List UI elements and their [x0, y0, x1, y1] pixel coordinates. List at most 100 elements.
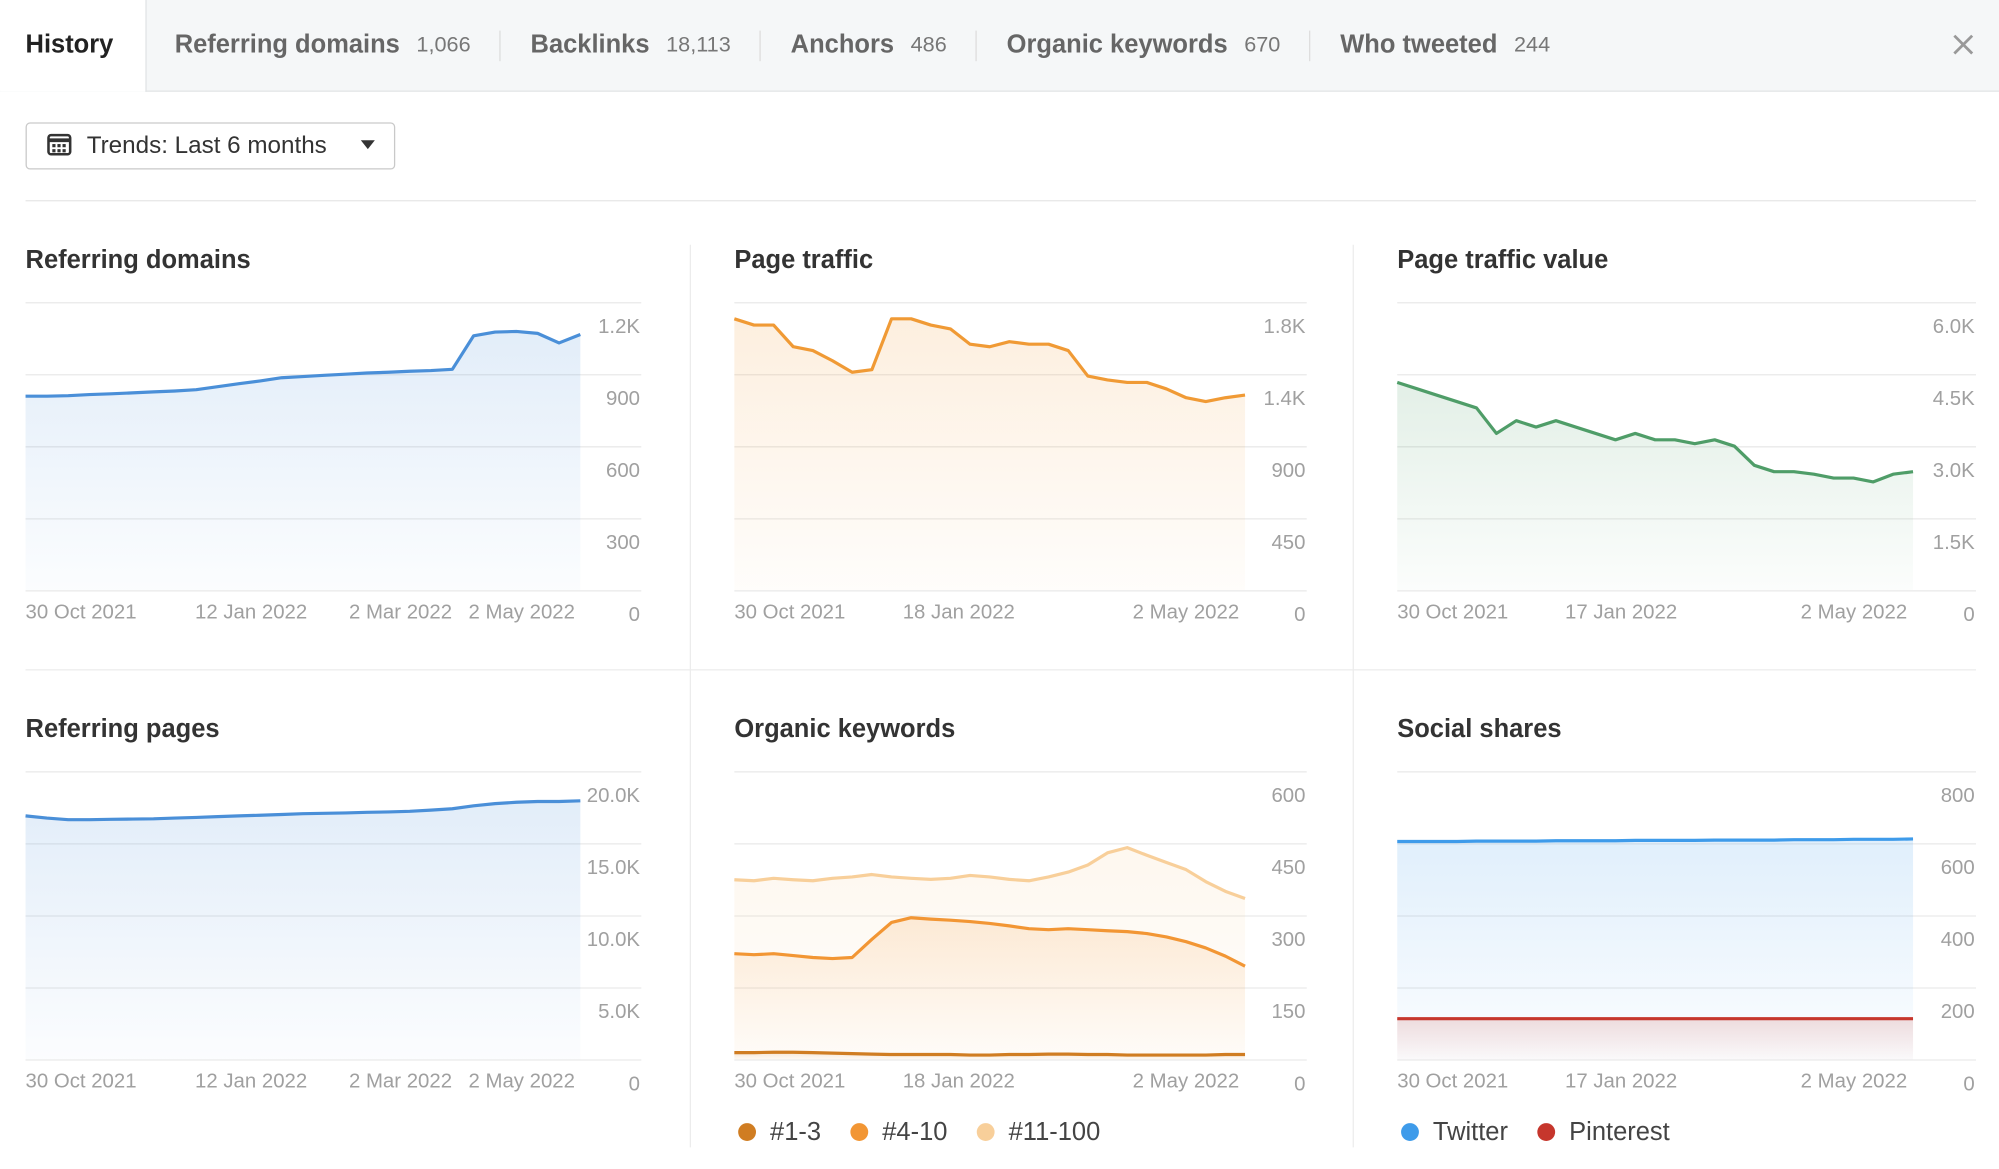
tab-count: 1,066	[416, 32, 470, 57]
y-tick-label: 800	[1941, 785, 1975, 807]
chart-title: Social shares	[1397, 715, 1561, 743]
chart-title: Page traffic value	[1397, 246, 1608, 274]
legend-label[interactable]: #1-3	[770, 1118, 821, 1146]
x-tick-label: 2 May 2022	[469, 1071, 575, 1093]
y-tick-label: 0	[1963, 1073, 1974, 1095]
y-tick-label: 5.0K	[598, 1001, 640, 1023]
x-tick-label: 2 May 2022	[1801, 1071, 1907, 1093]
tab-count: 670	[1244, 32, 1280, 57]
y-tick-label: 4.5K	[1933, 388, 1975, 410]
tab-count: 244	[1514, 32, 1550, 57]
y-tick-label: 600	[1941, 857, 1975, 879]
y-tick-label: 400	[1941, 929, 1975, 951]
y-tick-label: 150	[1271, 1001, 1305, 1023]
legend-swatch	[738, 1123, 757, 1141]
legend-swatch	[1537, 1123, 1556, 1141]
tab-count: 486	[911, 32, 947, 57]
button-frame	[25, 122, 396, 170]
chart-title: Referring domains	[26, 246, 251, 274]
legend-label[interactable]: Pinterest	[1569, 1118, 1670, 1146]
series-line	[734, 916, 1246, 968]
tab-label[interactable]: History	[26, 31, 115, 59]
y-tick-label: 6.0K	[1933, 316, 1975, 338]
tab-label[interactable]: Referring domains	[175, 31, 400, 59]
series-line	[1397, 837, 1914, 844]
tab-label[interactable]: Organic keywords	[1007, 31, 1228, 59]
y-tick-label: 600	[606, 460, 640, 482]
y-tick-label: 900	[606, 388, 640, 410]
filter-button[interactable]: Trends: Last 6 months	[25, 122, 396, 170]
x-tick-label: 30 Oct 2021	[1397, 1071, 1508, 1093]
x-tick-label: 2 May 2022	[1133, 1071, 1239, 1093]
y-tick-label: 20.0K	[587, 785, 641, 807]
y-tick-label: 1.8K	[1264, 316, 1306, 338]
y-tick-label: 300	[1271, 929, 1305, 951]
legend-swatch	[1401, 1123, 1419, 1141]
y-tick-label: 0	[1963, 604, 1974, 626]
legend-label[interactable]: #11-100	[1009, 1118, 1101, 1146]
x-tick-label: 12 Jan 2022	[195, 602, 307, 624]
y-tick-label: 0	[1294, 604, 1305, 626]
y-tick-label: 600	[1271, 785, 1305, 807]
x-tick-label: 2 May 2022	[469, 602, 575, 624]
x-tick-label: 30 Oct 2021	[1397, 602, 1508, 624]
y-tick-label: 3.0K	[1933, 460, 1975, 482]
x-tick-label: 2 May 2022	[1801, 602, 1907, 624]
y-tick-label: 900	[1271, 460, 1305, 482]
y-tick-label: 1.4K	[1264, 388, 1306, 410]
tab-label[interactable]: Backlinks	[531, 31, 650, 59]
area-fill	[734, 917, 1246, 1060]
chart-title: Page traffic	[734, 246, 873, 274]
series-line	[734, 846, 1246, 900]
x-tick-label: 18 Jan 2022	[903, 602, 1015, 624]
x-tick-label: 12 Jan 2022	[195, 1071, 307, 1093]
x-tick-label: 17 Jan 2022	[1565, 1071, 1677, 1093]
x-tick-label: 30 Oct 2021	[26, 1071, 137, 1093]
y-tick-label: 1.2K	[598, 316, 640, 338]
calendar-icon	[62, 144, 66, 148]
legend-swatch	[976, 1123, 995, 1141]
tab-bar	[0, 0, 1999, 92]
calendar-icon	[47, 133, 72, 156]
series-line	[25, 799, 581, 822]
x-tick-label: 30 Oct 2021	[26, 602, 137, 624]
area-fill	[25, 331, 581, 591]
y-tick-label: 200	[1941, 1001, 1975, 1023]
series-line	[734, 1050, 1246, 1057]
calendar-icon	[52, 144, 56, 148]
x-tick-label: 2 May 2022	[1133, 602, 1239, 624]
y-tick-label: 300	[606, 532, 640, 554]
chart-title: Organic keywords	[734, 715, 955, 743]
calendar-icon	[62, 149, 66, 153]
legend-label[interactable]: #4-10	[882, 1118, 947, 1146]
y-tick-label: 15.0K	[587, 857, 641, 879]
x-tick-label: 2 Mar 2022	[349, 602, 452, 624]
legend-swatch	[850, 1123, 869, 1141]
tab-label[interactable]: Who tweeted	[1340, 31, 1497, 59]
active-tab[interactable]	[0, 0, 146, 92]
x-tick-label: 30 Oct 2021	[734, 1071, 845, 1093]
area-fill	[25, 800, 581, 1060]
y-tick-label: 450	[1271, 532, 1305, 554]
area-fill	[1397, 838, 1914, 1060]
calendar-icon	[52, 149, 56, 153]
chart-title: Referring pages	[26, 715, 220, 743]
tab-count: 18,113	[666, 32, 731, 57]
legend-label[interactable]: Twitter	[1433, 1118, 1509, 1146]
y-tick-label: 1.5K	[1933, 532, 1975, 554]
x-tick-label: 17 Jan 2022	[1565, 602, 1677, 624]
area-fill	[734, 318, 1246, 591]
series-line	[733, 317, 1246, 404]
y-tick-label: 10.0K	[587, 929, 641, 951]
filter-label: Trends: Last 6 months	[87, 132, 327, 159]
x-tick-label: 30 Oct 2021	[734, 602, 845, 624]
series-line	[1396, 380, 1914, 484]
close-button[interactable]	[1953, 34, 1974, 55]
area-fill	[1397, 382, 1914, 591]
y-tick-label: 0	[1294, 1073, 1305, 1095]
close-icon	[1953, 34, 1974, 55]
y-tick-label: 0	[629, 1073, 640, 1095]
tab-label[interactable]: Anchors	[791, 31, 894, 59]
